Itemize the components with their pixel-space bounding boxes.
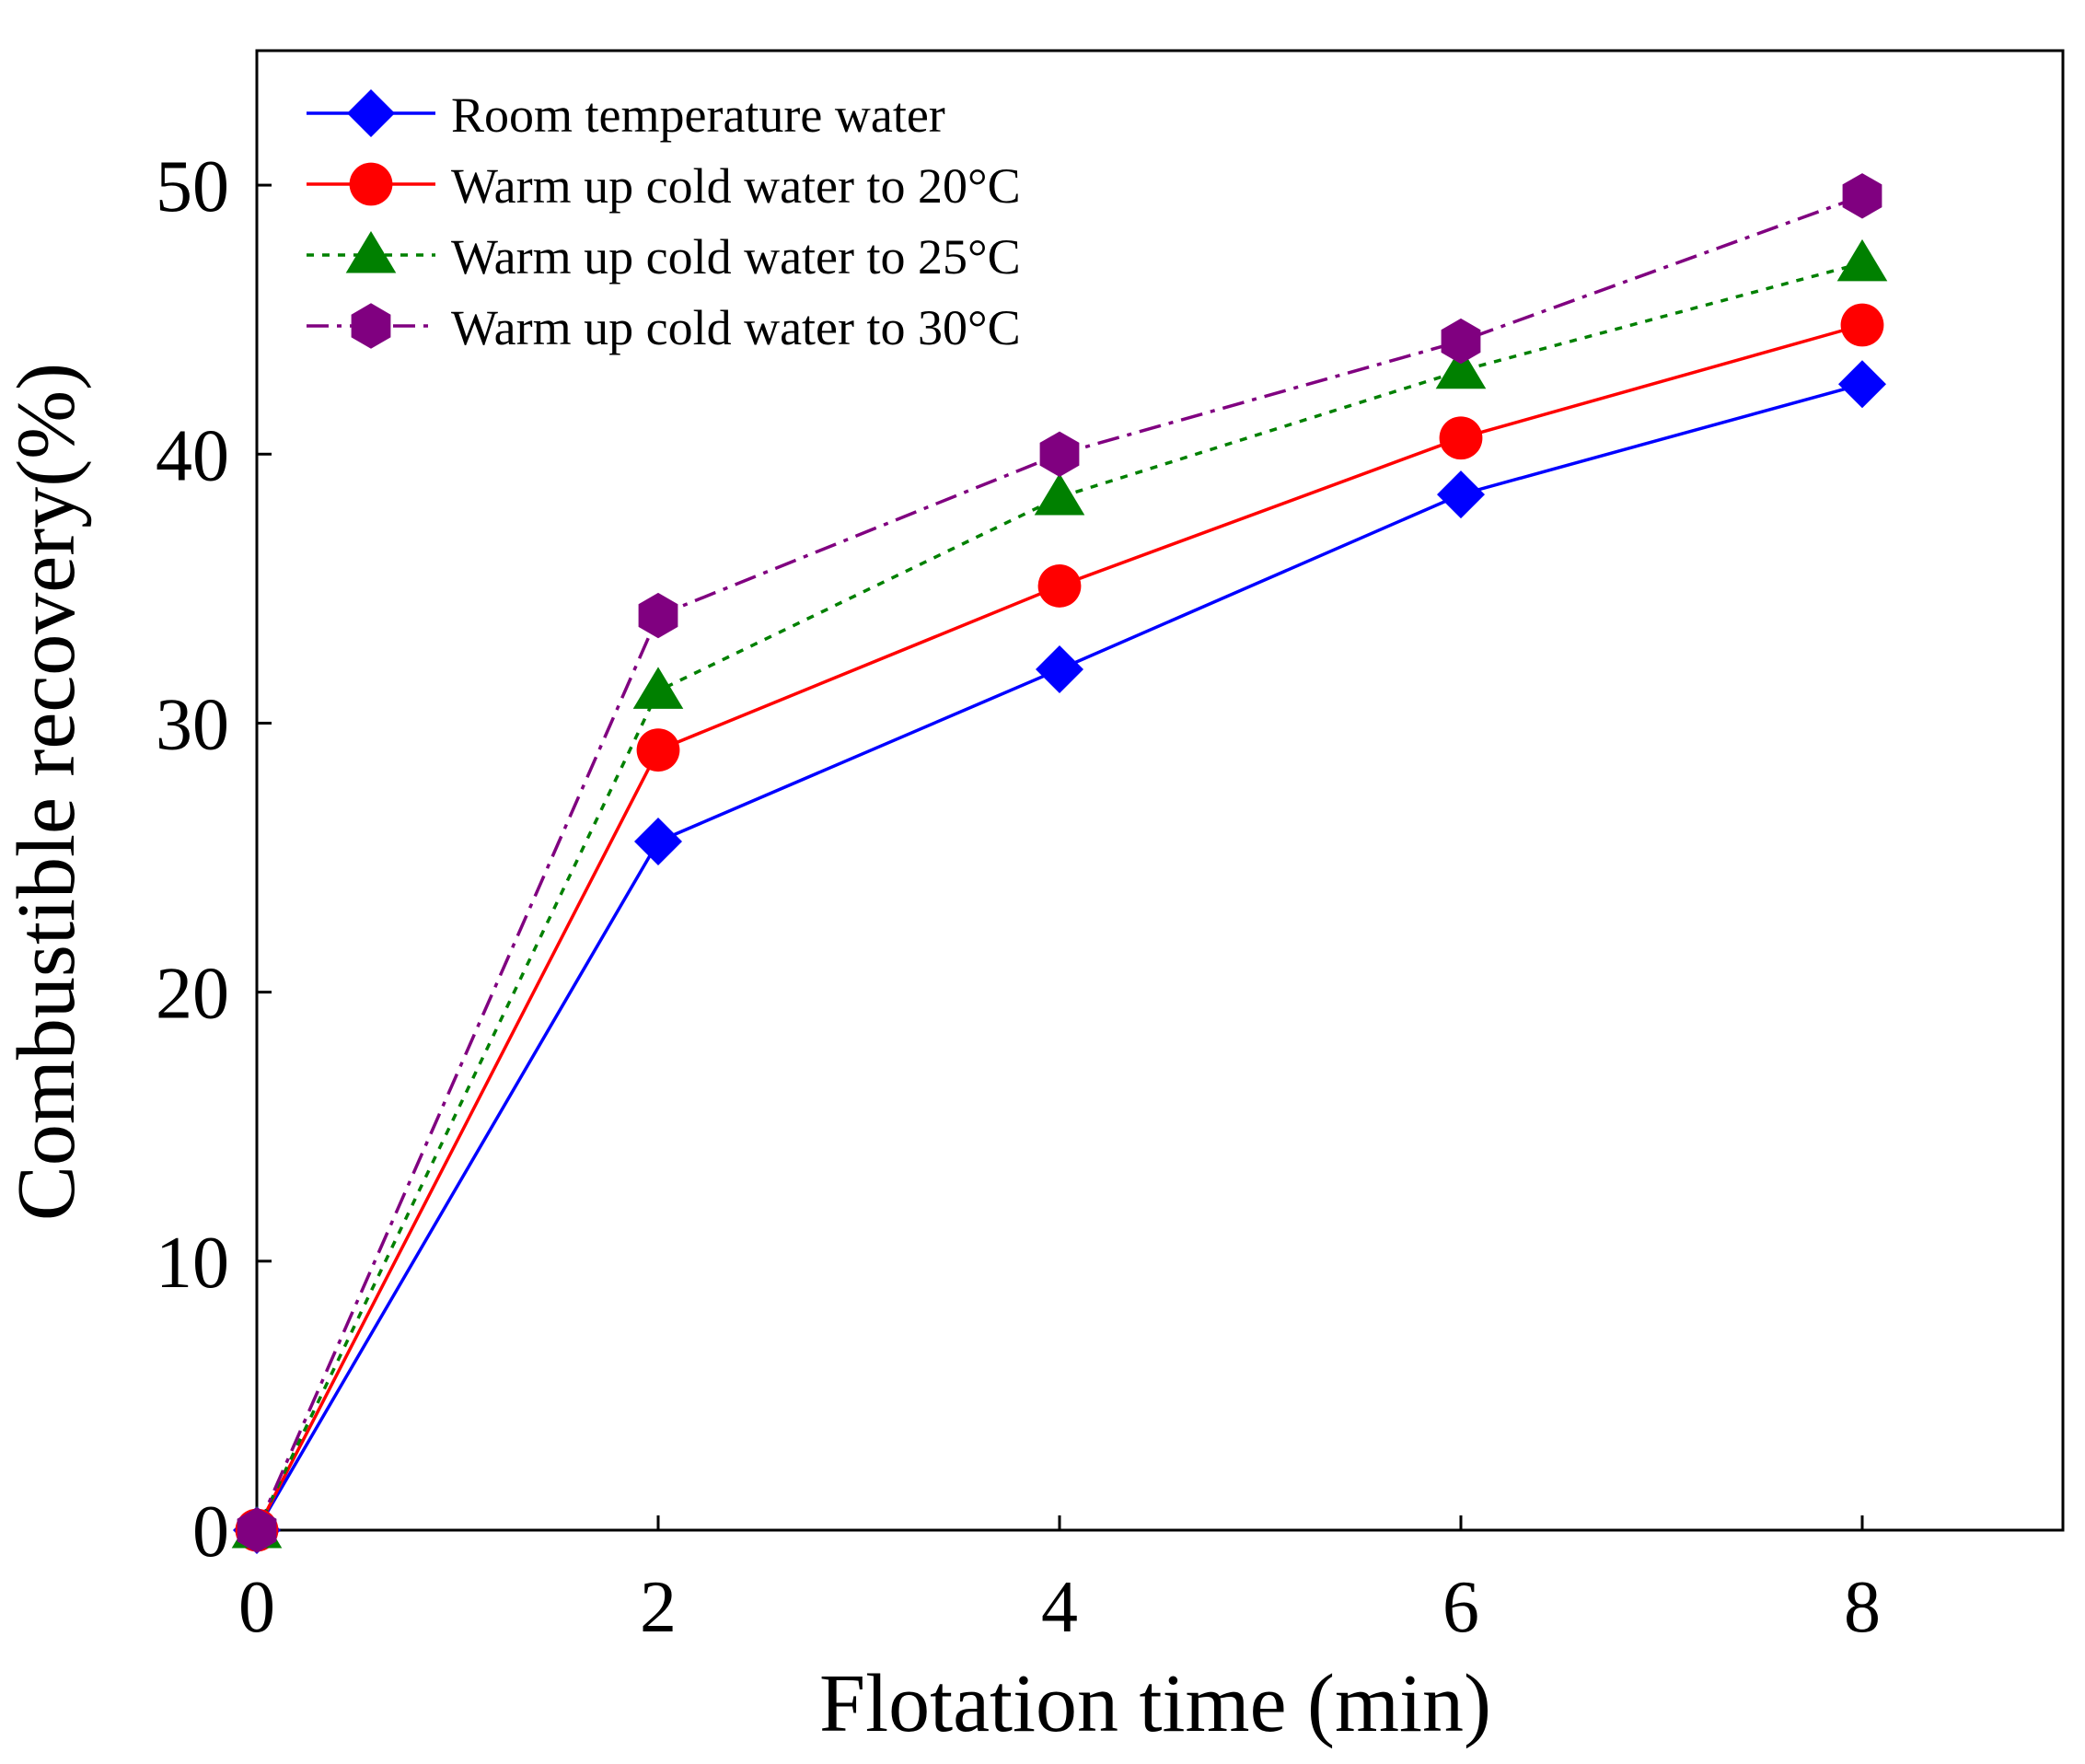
- data-point-4-2: [638, 592, 678, 639]
- data-point-2-3: [1037, 564, 1082, 608]
- legend: Room temperature water Warm up cold water…: [307, 87, 1021, 355]
- x-tick-label: 0: [238, 1567, 275, 1648]
- legend-marker-4: [351, 303, 391, 349]
- legend-label-2: Warm up cold water to 20°C: [451, 158, 1021, 214]
- y-axis-title: Combustible recovery(%): [1, 363, 92, 1221]
- y-tick-label: 40: [156, 415, 229, 496]
- y-tick-label: 0: [192, 1491, 229, 1573]
- x-tick-label: 8: [1844, 1567, 1881, 1648]
- data-point-1-3: [1036, 645, 1083, 694]
- legend-label-3: Warm up cold water to 25°C: [451, 229, 1021, 284]
- legend-label-4: Warm up cold water to 30°C: [451, 300, 1021, 355]
- data-point-1-2: [634, 818, 682, 866]
- legend-label-1: Room temperature water: [451, 87, 945, 143]
- data-point-2-4: [1439, 416, 1483, 460]
- data-point-2-5: [1840, 303, 1884, 347]
- data-point-3-3: [1034, 473, 1085, 516]
- legend-marker-2: [349, 162, 393, 206]
- data-point-1-5: [1838, 360, 1886, 409]
- data-point-2-2: [636, 728, 680, 772]
- series-lines-group: [255, 194, 1863, 1531]
- series-line-4: [255, 194, 1863, 1531]
- data-point-4-4: [1441, 318, 1481, 365]
- series-markers-group: [231, 173, 1888, 1554]
- y-tick-label: 20: [156, 954, 229, 1035]
- x-axis-title: Flotation time (min): [819, 1658, 1491, 1749]
- data-point-3-2: [632, 667, 684, 709]
- y-tick-label: 10: [156, 1223, 229, 1304]
- x-tick-label: 4: [1041, 1567, 1078, 1648]
- plot-frame: [255, 49, 2065, 1532]
- data-point-4-3: [1039, 431, 1080, 477]
- axes-group: 0 2 4 6 8 0 10 20 30 40 50: [156, 49, 2065, 1648]
- legend-marker-3: [345, 231, 397, 273]
- x-tick-label: 2: [640, 1567, 677, 1648]
- y-tick-label: 50: [156, 146, 229, 227]
- data-point-4-5: [1842, 173, 1882, 219]
- series-line-1: [255, 382, 1863, 1531]
- data-point-3-5: [1836, 238, 1888, 282]
- y-tick-label: 30: [156, 684, 229, 765]
- legend-marker-1: [347, 89, 395, 137]
- data-point-4-1: [237, 1507, 277, 1553]
- data-point-3-4: [1435, 346, 1487, 389]
- x-tick-label: 6: [1442, 1567, 1479, 1648]
- data-point-1-4: [1437, 470, 1485, 519]
